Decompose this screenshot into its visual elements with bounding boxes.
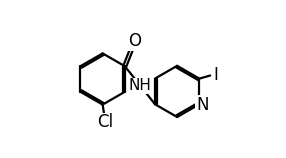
Text: I: I bbox=[213, 66, 218, 84]
Text: O: O bbox=[128, 32, 141, 50]
Text: Cl: Cl bbox=[97, 113, 113, 131]
Text: NH: NH bbox=[129, 79, 152, 94]
Text: N: N bbox=[196, 96, 209, 114]
